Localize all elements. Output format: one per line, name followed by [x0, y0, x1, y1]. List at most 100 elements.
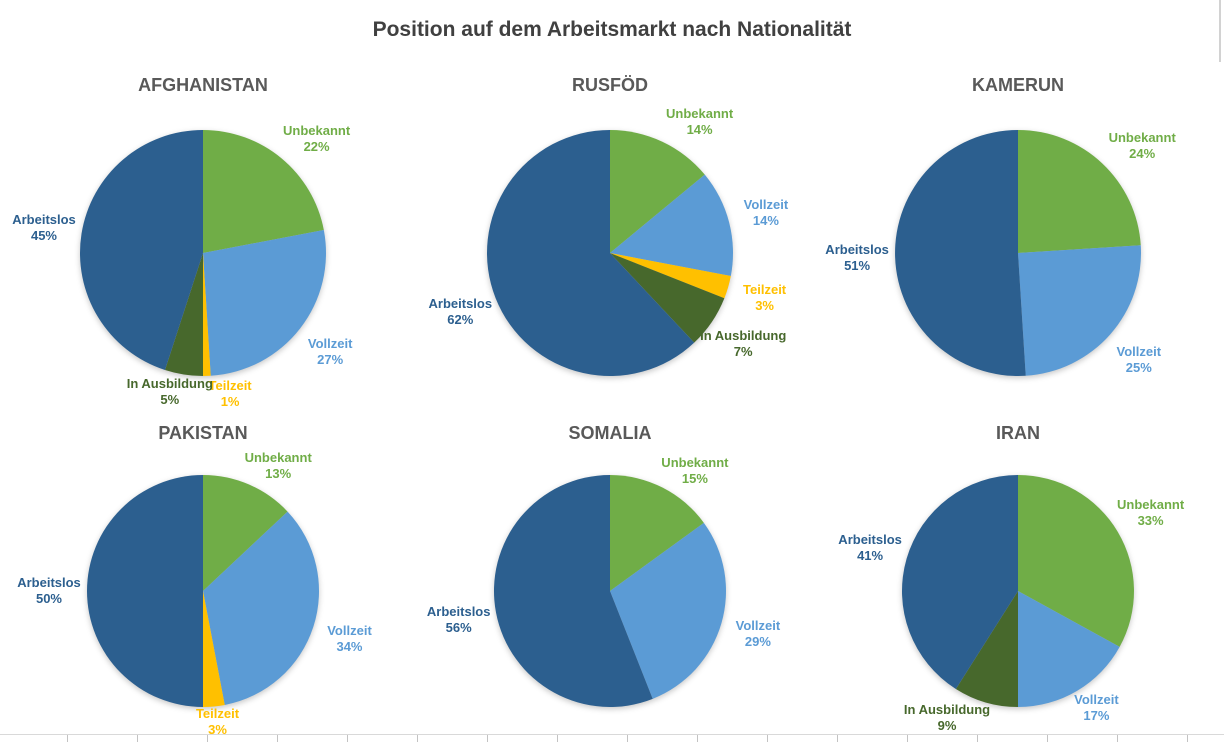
column-tick [767, 735, 768, 742]
slice-label-arbeitslos: Arbeitslos 51% [825, 242, 889, 274]
pie-slice-vollzeit[interactable] [1018, 245, 1142, 376]
slice-label-percent: 41% [857, 548, 884, 563]
slice-label-in-ausbildung: In Ausbildung 7% [700, 328, 786, 360]
slice-label-name: Vollzeit [307, 335, 353, 351]
slice-label-name: Unbekannt [661, 454, 729, 470]
slice-label-percent: 9% [937, 717, 957, 733]
column-tick [487, 735, 488, 742]
slice-label-name: Teilzeit [195, 706, 240, 722]
slice-label-name: Arbeitslos [838, 532, 902, 547]
pie-slice-vollzeit[interactable] [203, 229, 326, 376]
slice-label-name: Unbekannt [1117, 496, 1185, 512]
slice-label-percent: 29% [744, 634, 771, 649]
column-tick [67, 735, 68, 742]
slice-label-arbeitslos: Arbeitslos 62% [429, 296, 493, 328]
slice-label-percent: 33% [1137, 512, 1164, 528]
pie-slice-in-ausbildung[interactable] [164, 253, 203, 376]
pie-slice-in-ausbildung[interactable] [955, 591, 1018, 707]
column-tick [207, 735, 208, 742]
slice-label-percent: 56% [445, 619, 472, 635]
pie-slice-unbekannt[interactable] [610, 130, 705, 253]
slice-label-percent: 34% [336, 638, 363, 654]
slice-label-percent: 3% [755, 297, 774, 313]
slice-label-name: Arbeitslos [12, 211, 76, 227]
worksheet-gridline [0, 734, 1224, 735]
slice-label-percent: 27% [317, 351, 344, 367]
slice-label-name: Arbeitslos [17, 575, 81, 590]
pie-slice-arbeitslos[interactable] [493, 475, 653, 707]
pie-slice-teilzeit[interactable] [203, 253, 211, 376]
pie-slice-vollzeit[interactable] [610, 522, 726, 699]
slice-label-percent: 24% [1129, 145, 1156, 161]
pie-slice-unbekannt[interactable] [1018, 130, 1141, 253]
slice-label-name: Vollzeit [1074, 691, 1119, 707]
chart-title-iran: IRAN [996, 423, 1040, 443]
slice-label-in-ausbildung: In Ausbildung 5% [127, 376, 213, 408]
slice-label-vollzeit: Vollzeit 29% [736, 618, 781, 650]
slice-label-percent: 7% [733, 343, 753, 359]
column-tick [1047, 735, 1048, 742]
slice-label-percent: 45% [30, 227, 58, 243]
window-edge-line [1219, 0, 1221, 62]
pie-chart-afghanistan[interactable] [79, 130, 326, 376]
slice-label-percent: 14% [752, 213, 779, 228]
slice-label-unbekannt: Unbekannt 22% [283, 123, 350, 155]
slice-label-percent: 50% [35, 591, 63, 606]
pie-slice-arbeitslos[interactable] [901, 475, 1018, 689]
pie-slice-unbekannt[interactable] [610, 475, 704, 591]
pie-slice-unbekannt[interactable] [203, 130, 324, 253]
slice-label-teilzeit: Teilzeit 3% [196, 706, 239, 738]
pie-chart-iran[interactable] [901, 475, 1134, 707]
slice-label-vollzeit: Vollzeit 34% [327, 623, 372, 655]
pie-slice-teilzeit[interactable] [610, 253, 731, 299]
slice-label-vollzeit: Vollzeit 27% [308, 336, 353, 368]
slice-label-percent: 17% [1083, 707, 1110, 723]
slice-label-percent: 62% [447, 312, 474, 328]
pie-slice-teilzeit[interactable] [203, 591, 225, 707]
pie-chart-pakistan[interactable] [87, 475, 320, 707]
column-tick [697, 735, 698, 742]
slice-label-arbeitslos: Arbeitslos 41% [838, 532, 902, 564]
pie-chart-somalia[interactable] [493, 475, 726, 707]
column-tick [1187, 735, 1188, 742]
slice-label-percent: 25% [1125, 359, 1152, 375]
slice-label-percent: 51% [844, 258, 871, 274]
column-tick [977, 735, 978, 742]
slice-label-vollzeit: Vollzeit 25% [1117, 344, 1162, 376]
slice-label-unbekannt: Unbekannt 33% [1117, 497, 1184, 529]
chart-title-afghanistan: AFGHANISTAN [138, 75, 268, 95]
column-tick [837, 735, 838, 742]
pie-chart-rusfd[interactable] [486, 130, 733, 376]
slice-label-name: Unbekannt [1108, 129, 1176, 145]
slice-label-name: Unbekannt [244, 449, 312, 465]
pie-slice-vollzeit[interactable] [203, 511, 320, 705]
column-tick [417, 735, 418, 742]
pie-slice-unbekannt[interactable] [203, 475, 288, 591]
chart-title-kamerun: KAMERUN [972, 75, 1064, 95]
pie-slice-arbeitslos[interactable] [895, 130, 1026, 376]
pie-slice-arbeitslos[interactable] [87, 475, 203, 707]
slice-label-in-ausbildung: In Ausbildung 9% [904, 702, 990, 734]
slice-label-name: Teilzeit [743, 281, 787, 297]
pie-slice-in-ausbildung[interactable] [610, 253, 725, 343]
pie-slice-vollzeit[interactable] [1018, 591, 1120, 707]
slice-label-teilzeit: Teilzeit 3% [743, 282, 786, 314]
slice-label-vollzeit: Vollzeit 17% [1074, 692, 1119, 724]
slice-label-unbekannt: Unbekannt 15% [661, 455, 728, 487]
pie-chart-kamerun[interactable] [895, 130, 1142, 376]
pie-slice-arbeitslos[interactable] [79, 130, 203, 370]
pie-slice-vollzeit[interactable] [610, 174, 733, 277]
pie-slice-unbekannt[interactable] [1018, 475, 1134, 647]
column-tick [137, 735, 138, 742]
slice-label-name: Arbeitslos [428, 296, 493, 312]
slice-label-arbeitslos: Arbeitslos 56% [427, 604, 491, 636]
slice-label-percent: 1% [220, 393, 240, 409]
slice-label-name: In Ausbildung [126, 376, 213, 391]
chart-title-pakistan: PAKISTAN [158, 423, 248, 443]
slice-label-name: In Ausbildung [700, 327, 787, 343]
slice-label-name: In Ausbildung [903, 701, 991, 717]
slice-label-arbeitslos: Arbeitslos 45% [12, 212, 76, 244]
pie-slice-arbeitslos[interactable] [486, 130, 695, 376]
slice-label-percent: 5% [160, 392, 180, 407]
